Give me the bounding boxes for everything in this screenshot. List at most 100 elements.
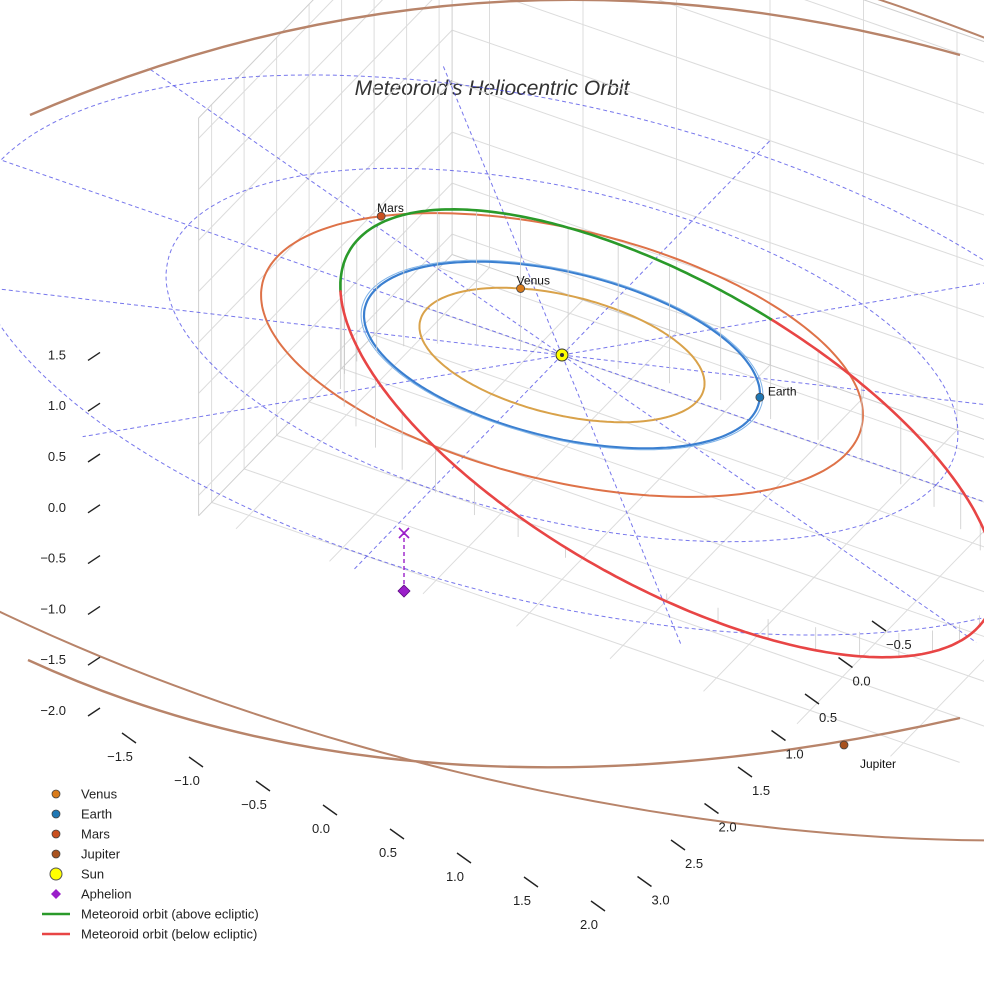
z-tick-mark-1 <box>87 656 101 666</box>
jupiter-label: Jupiter <box>860 757 896 771</box>
z-tick-label-3: −0.5 <box>40 551 66 566</box>
x-tick-label-1: −1.0 <box>174 773 200 788</box>
z-tick-label-6: 1.0 <box>48 398 66 413</box>
grid-line-floor-x-2 <box>422 332 677 595</box>
legend-label-below: Meteoroid orbit (below ecliptic) <box>81 927 257 942</box>
ecliptic-radial-4 <box>442 65 563 356</box>
grid-line-floor-x-6 <box>796 530 984 725</box>
grid-line-backx-z-2 <box>198 131 453 394</box>
earth-label: Earth <box>768 384 797 398</box>
box-edge-5 <box>198 0 314 119</box>
axis-ticks: −2.0 −1.5 −1.0 −0.5 0.0 0.5 1.0 1.5 −1.5 −1.0 −0.5… <box>40 347 911 932</box>
legend-item-aphelion: Aphelion <box>51 887 132 902</box>
x-tick-label-2: −0.5 <box>241 797 267 812</box>
grid-line-floor-x-4 <box>609 397 864 660</box>
grid-line-backx-z-4 <box>198 29 453 292</box>
x-tick-mark-6 <box>523 876 539 888</box>
y-tick-mark-1 <box>838 656 853 669</box>
jupiter-orbit-top <box>29 0 961 117</box>
x-tick-mark-3 <box>322 804 338 816</box>
grid-line-backx-z-3 <box>198 80 453 343</box>
grid-line-backy-z-1 <box>451 182 984 369</box>
sun-core <box>560 353 564 357</box>
meteoroid-above-segment-1 <box>339 207 773 321</box>
mars-label: Mars <box>377 201 404 215</box>
grid-line-backx-z-7 <box>198 0 334 139</box>
venus-label: Venus <box>517 273 550 287</box>
y-tick-mark-5 <box>704 802 719 815</box>
legend-item-venus: Venus <box>51 787 118 802</box>
x-tick-mark-7 <box>590 900 606 912</box>
y-tick-label-0: −0.5 <box>886 637 912 652</box>
y-tick-mark-2 <box>804 693 820 705</box>
legend-item-earth: Earth <box>51 807 112 822</box>
legend: Venus Earth Mars Jupiter Sun Aphelion Meteoroi… <box>42 787 259 942</box>
x-tick-mark-4 <box>389 828 405 840</box>
ecliptic-grid <box>0 65 984 645</box>
legend-label-earth: Earth <box>81 807 112 822</box>
x-tick-mark-2 <box>255 780 271 792</box>
grid-line-backx-z-5 <box>198 0 433 241</box>
legend-item-jupiter: Jupiter <box>51 847 121 862</box>
y-tick-mark-7 <box>637 875 652 888</box>
y-tick-label-1: 0.0 <box>853 674 871 689</box>
axis-grid <box>198 0 984 763</box>
z-tick-mark-2 <box>87 605 101 615</box>
z-tick-label-5: 0.5 <box>48 449 66 464</box>
z-tick-mark-4 <box>87 504 101 514</box>
planet-orbits <box>0 0 984 842</box>
z-tick-label-7: 1.5 <box>48 347 66 362</box>
grid-line-backy-z-3 <box>451 80 984 267</box>
legend-item-mars: Mars <box>51 827 110 842</box>
legend-label-jupiter: Jupiter <box>81 847 121 862</box>
grid-line-floor-x-1 <box>329 299 584 562</box>
x-tick-mark-1 <box>188 756 204 768</box>
y-tick-mark-4 <box>737 766 753 778</box>
legend-label-mars: Mars <box>81 827 110 842</box>
grid-line-floor-x-7 <box>890 659 984 757</box>
z-tick-label-0: −2.0 <box>40 703 66 718</box>
legend-item-sun: Sun <box>49 867 104 882</box>
legend-swatch-jupiter <box>51 849 61 859</box>
legend-item-above: Meteoroid orbit (above ecliptic) <box>42 907 259 922</box>
jupiter-orbit <box>0 0 984 842</box>
mars-marker <box>376 211 386 221</box>
earth-orbit-halo <box>360 259 764 451</box>
legend-swatch-sun <box>49 867 63 881</box>
box-edge-4 <box>451 254 984 440</box>
grid-line-backy-z-4 <box>451 29 984 216</box>
grid-line-floor-y-2 <box>276 434 984 682</box>
earth-orbit <box>362 260 762 450</box>
legend-label-sun: Sun <box>81 867 104 882</box>
z-tick-mark-7 <box>87 351 101 361</box>
grid-line-backy-z-7 <box>804 0 984 63</box>
grid-line-backy-z-6 <box>657 0 984 114</box>
venus-marker <box>516 284 526 293</box>
z-tick-mark-0 <box>87 707 101 717</box>
z-tick-label-2: −1.0 <box>40 601 66 616</box>
earth-marker <box>755 392 765 402</box>
grid-line-backy-z-2 <box>451 131 984 318</box>
grid-line-floor-y-0 <box>211 501 960 763</box>
grid-line-floor-x-5 <box>703 429 958 692</box>
legend-label-venus: Venus <box>81 787 118 802</box>
ecliptic-radial-3 <box>561 140 771 356</box>
y-tick-label-3: 1.0 <box>786 747 804 762</box>
mars-orbit <box>260 212 864 498</box>
ecliptic-radial-11 <box>561 354 977 643</box>
x-tick-label-0: −1.5 <box>107 749 133 764</box>
legend-swatch-venus <box>51 789 61 799</box>
y-tick-label-5: 2.0 <box>719 820 737 835</box>
meteoroid-orbit <box>339 207 984 659</box>
ecliptic-radial-5 <box>147 67 563 356</box>
x-tick-label-6: 1.5 <box>513 893 531 908</box>
jupiter-marker <box>839 740 849 750</box>
x-tick-label-5: 1.0 <box>446 869 464 884</box>
y-tick-label-2: 0.5 <box>819 710 837 725</box>
meteoroid-below-segment-2 <box>339 290 981 659</box>
legend-swatch-mars <box>51 829 61 839</box>
grid-line-backy-z-0 <box>451 233 984 420</box>
ecliptic-radial-0 <box>561 354 984 503</box>
ecliptic-radial-6 <box>0 159 563 356</box>
z-tick-label-4: 0.0 <box>48 500 66 515</box>
